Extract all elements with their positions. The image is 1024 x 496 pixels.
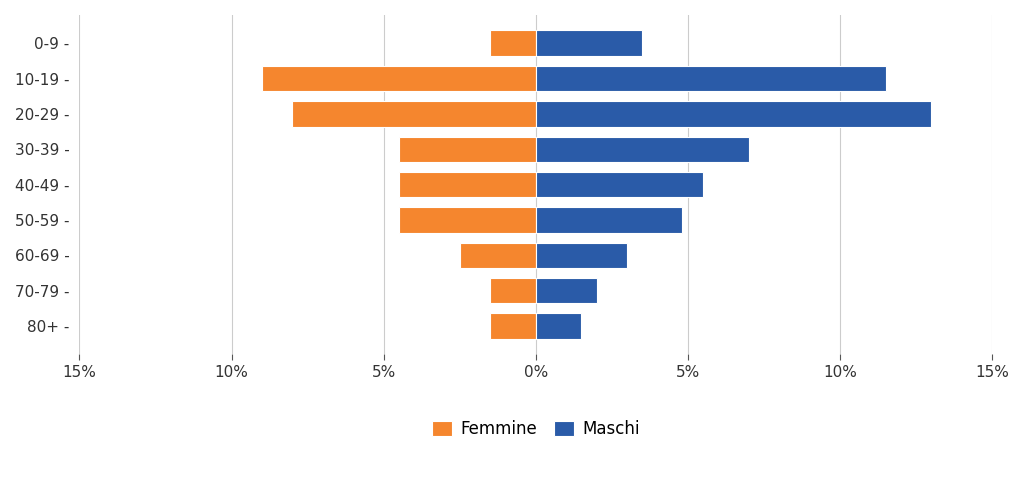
Bar: [536, 278, 597, 304]
Legend: Femmine, Maschi: Femmine, Maschi: [425, 414, 646, 445]
Bar: [536, 313, 582, 339]
Bar: [536, 243, 627, 268]
Bar: [460, 243, 536, 268]
Bar: [536, 207, 682, 233]
Bar: [399, 136, 536, 162]
Bar: [536, 172, 703, 197]
Bar: [490, 30, 536, 56]
Bar: [399, 207, 536, 233]
Bar: [490, 278, 536, 304]
Bar: [536, 30, 642, 56]
Bar: [490, 313, 536, 339]
Bar: [399, 172, 536, 197]
Bar: [262, 66, 536, 91]
Bar: [536, 66, 886, 91]
Bar: [293, 101, 536, 126]
Bar: [536, 136, 749, 162]
Bar: [536, 101, 931, 126]
